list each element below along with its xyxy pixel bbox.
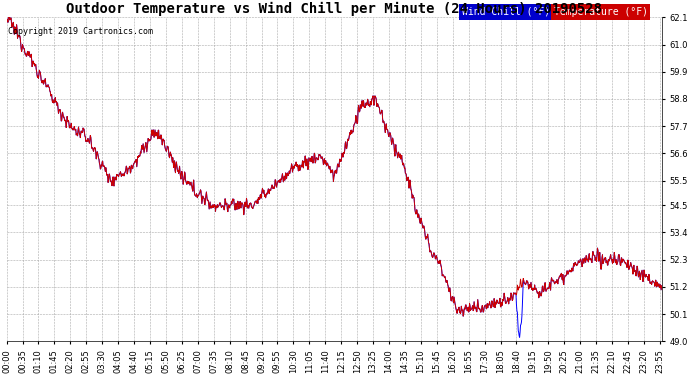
Text: Wind Chill (°F): Wind Chill (°F) xyxy=(462,7,550,17)
Text: Copyright 2019 Cartronics.com: Copyright 2019 Cartronics.com xyxy=(8,27,153,36)
Text: Temperature (°F): Temperature (°F) xyxy=(553,7,648,17)
Title: Outdoor Temperature vs Wind Chill per Minute (24 Hours) 20190528: Outdoor Temperature vs Wind Chill per Mi… xyxy=(66,2,602,16)
